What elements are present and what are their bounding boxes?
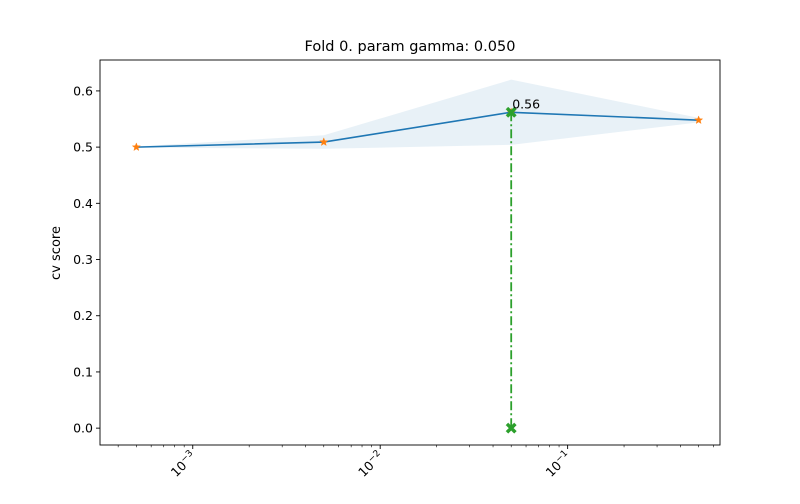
y-axis-label: cv score <box>49 226 64 280</box>
axes-frame <box>99 59 721 446</box>
data-point-star <box>319 137 329 146</box>
y-tick-label: 0.4 <box>73 196 93 211</box>
series-line <box>136 111 699 148</box>
best-point-marker <box>505 106 517 118</box>
y-tick-label: 0.0 <box>73 421 93 436</box>
y-tick-label: 0.3 <box>73 252 93 267</box>
best-value-label: 0.56 <box>512 96 540 111</box>
y-tick-label: 0.2 <box>73 308 93 323</box>
confidence-band <box>136 79 699 149</box>
x-tick-label: 10−1 <box>543 449 574 480</box>
plot-area: 0.56 0.0 0.1 0.2 0.3 0.4 0.5 0.6 10−3 10−2 10−1 <box>73 59 721 480</box>
chart-title: Fold 0. param gamma: 0.050 <box>305 39 516 55</box>
y-tick-label: 0.6 <box>73 83 93 98</box>
y-tick-label: 0.1 <box>73 364 93 379</box>
x-tick-label: 10−3 <box>168 449 199 480</box>
data-point-star <box>694 115 704 124</box>
y-tick-label: 0.5 <box>73 140 93 155</box>
x-tick-label: 10−2 <box>355 449 386 480</box>
data-point-star <box>131 142 141 151</box>
best-baseline-marker <box>505 422 517 434</box>
